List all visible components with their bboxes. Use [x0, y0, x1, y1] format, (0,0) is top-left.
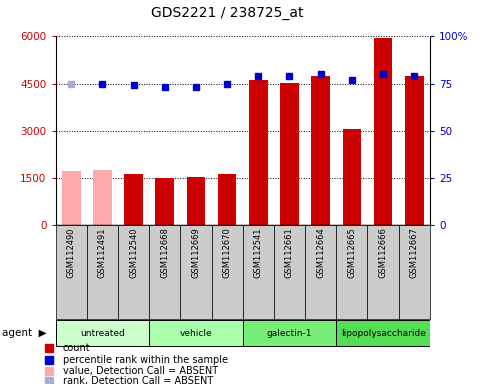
Text: GSM112661: GSM112661: [285, 227, 294, 278]
Bar: [56, 225, 87, 319]
Bar: [405, 76, 424, 225]
Bar: [398, 225, 430, 319]
Bar: [56, 320, 149, 346]
Text: GDS2221 / 238725_at: GDS2221 / 238725_at: [151, 6, 303, 20]
Bar: [312, 76, 330, 225]
Text: count: count: [63, 343, 90, 353]
Bar: [118, 225, 149, 319]
Bar: [342, 129, 361, 225]
Bar: [212, 225, 242, 319]
Text: GSM112670: GSM112670: [223, 227, 232, 278]
Text: GSM112491: GSM112491: [98, 227, 107, 278]
Text: GSM112669: GSM112669: [191, 227, 200, 278]
Bar: [242, 320, 336, 346]
Text: GSM112664: GSM112664: [316, 227, 325, 278]
Text: vehicle: vehicle: [180, 329, 212, 338]
Bar: [368, 225, 398, 319]
Text: GSM112541: GSM112541: [254, 227, 263, 278]
Bar: [124, 174, 143, 225]
Bar: [93, 170, 112, 225]
Bar: [156, 178, 174, 225]
Bar: [87, 225, 118, 319]
Text: GSM112666: GSM112666: [379, 227, 387, 278]
Bar: [149, 225, 180, 319]
Text: GSM112667: GSM112667: [410, 227, 419, 278]
Bar: [62, 171, 81, 225]
Bar: [180, 225, 212, 319]
Text: value, Detection Call = ABSENT: value, Detection Call = ABSENT: [63, 366, 218, 376]
Bar: [280, 83, 299, 225]
Bar: [336, 320, 430, 346]
Bar: [149, 320, 242, 346]
Text: GSM112668: GSM112668: [160, 227, 169, 278]
Bar: [374, 38, 392, 225]
Bar: [186, 177, 205, 225]
Bar: [305, 225, 336, 319]
Bar: [249, 80, 268, 225]
Text: untreated: untreated: [80, 329, 125, 338]
Text: GSM112665: GSM112665: [347, 227, 356, 278]
Bar: [218, 174, 237, 225]
Bar: [274, 225, 305, 319]
Text: GSM112540: GSM112540: [129, 227, 138, 278]
Bar: [242, 225, 274, 319]
Text: galectin-1: galectin-1: [267, 329, 312, 338]
Bar: [336, 225, 368, 319]
Text: rank, Detection Call = ABSENT: rank, Detection Call = ABSENT: [63, 376, 213, 384]
Text: lipopolysaccharide: lipopolysaccharide: [341, 329, 426, 338]
Text: agent  ▶: agent ▶: [2, 328, 47, 338]
Text: GSM112490: GSM112490: [67, 227, 76, 278]
Text: percentile rank within the sample: percentile rank within the sample: [63, 355, 227, 365]
